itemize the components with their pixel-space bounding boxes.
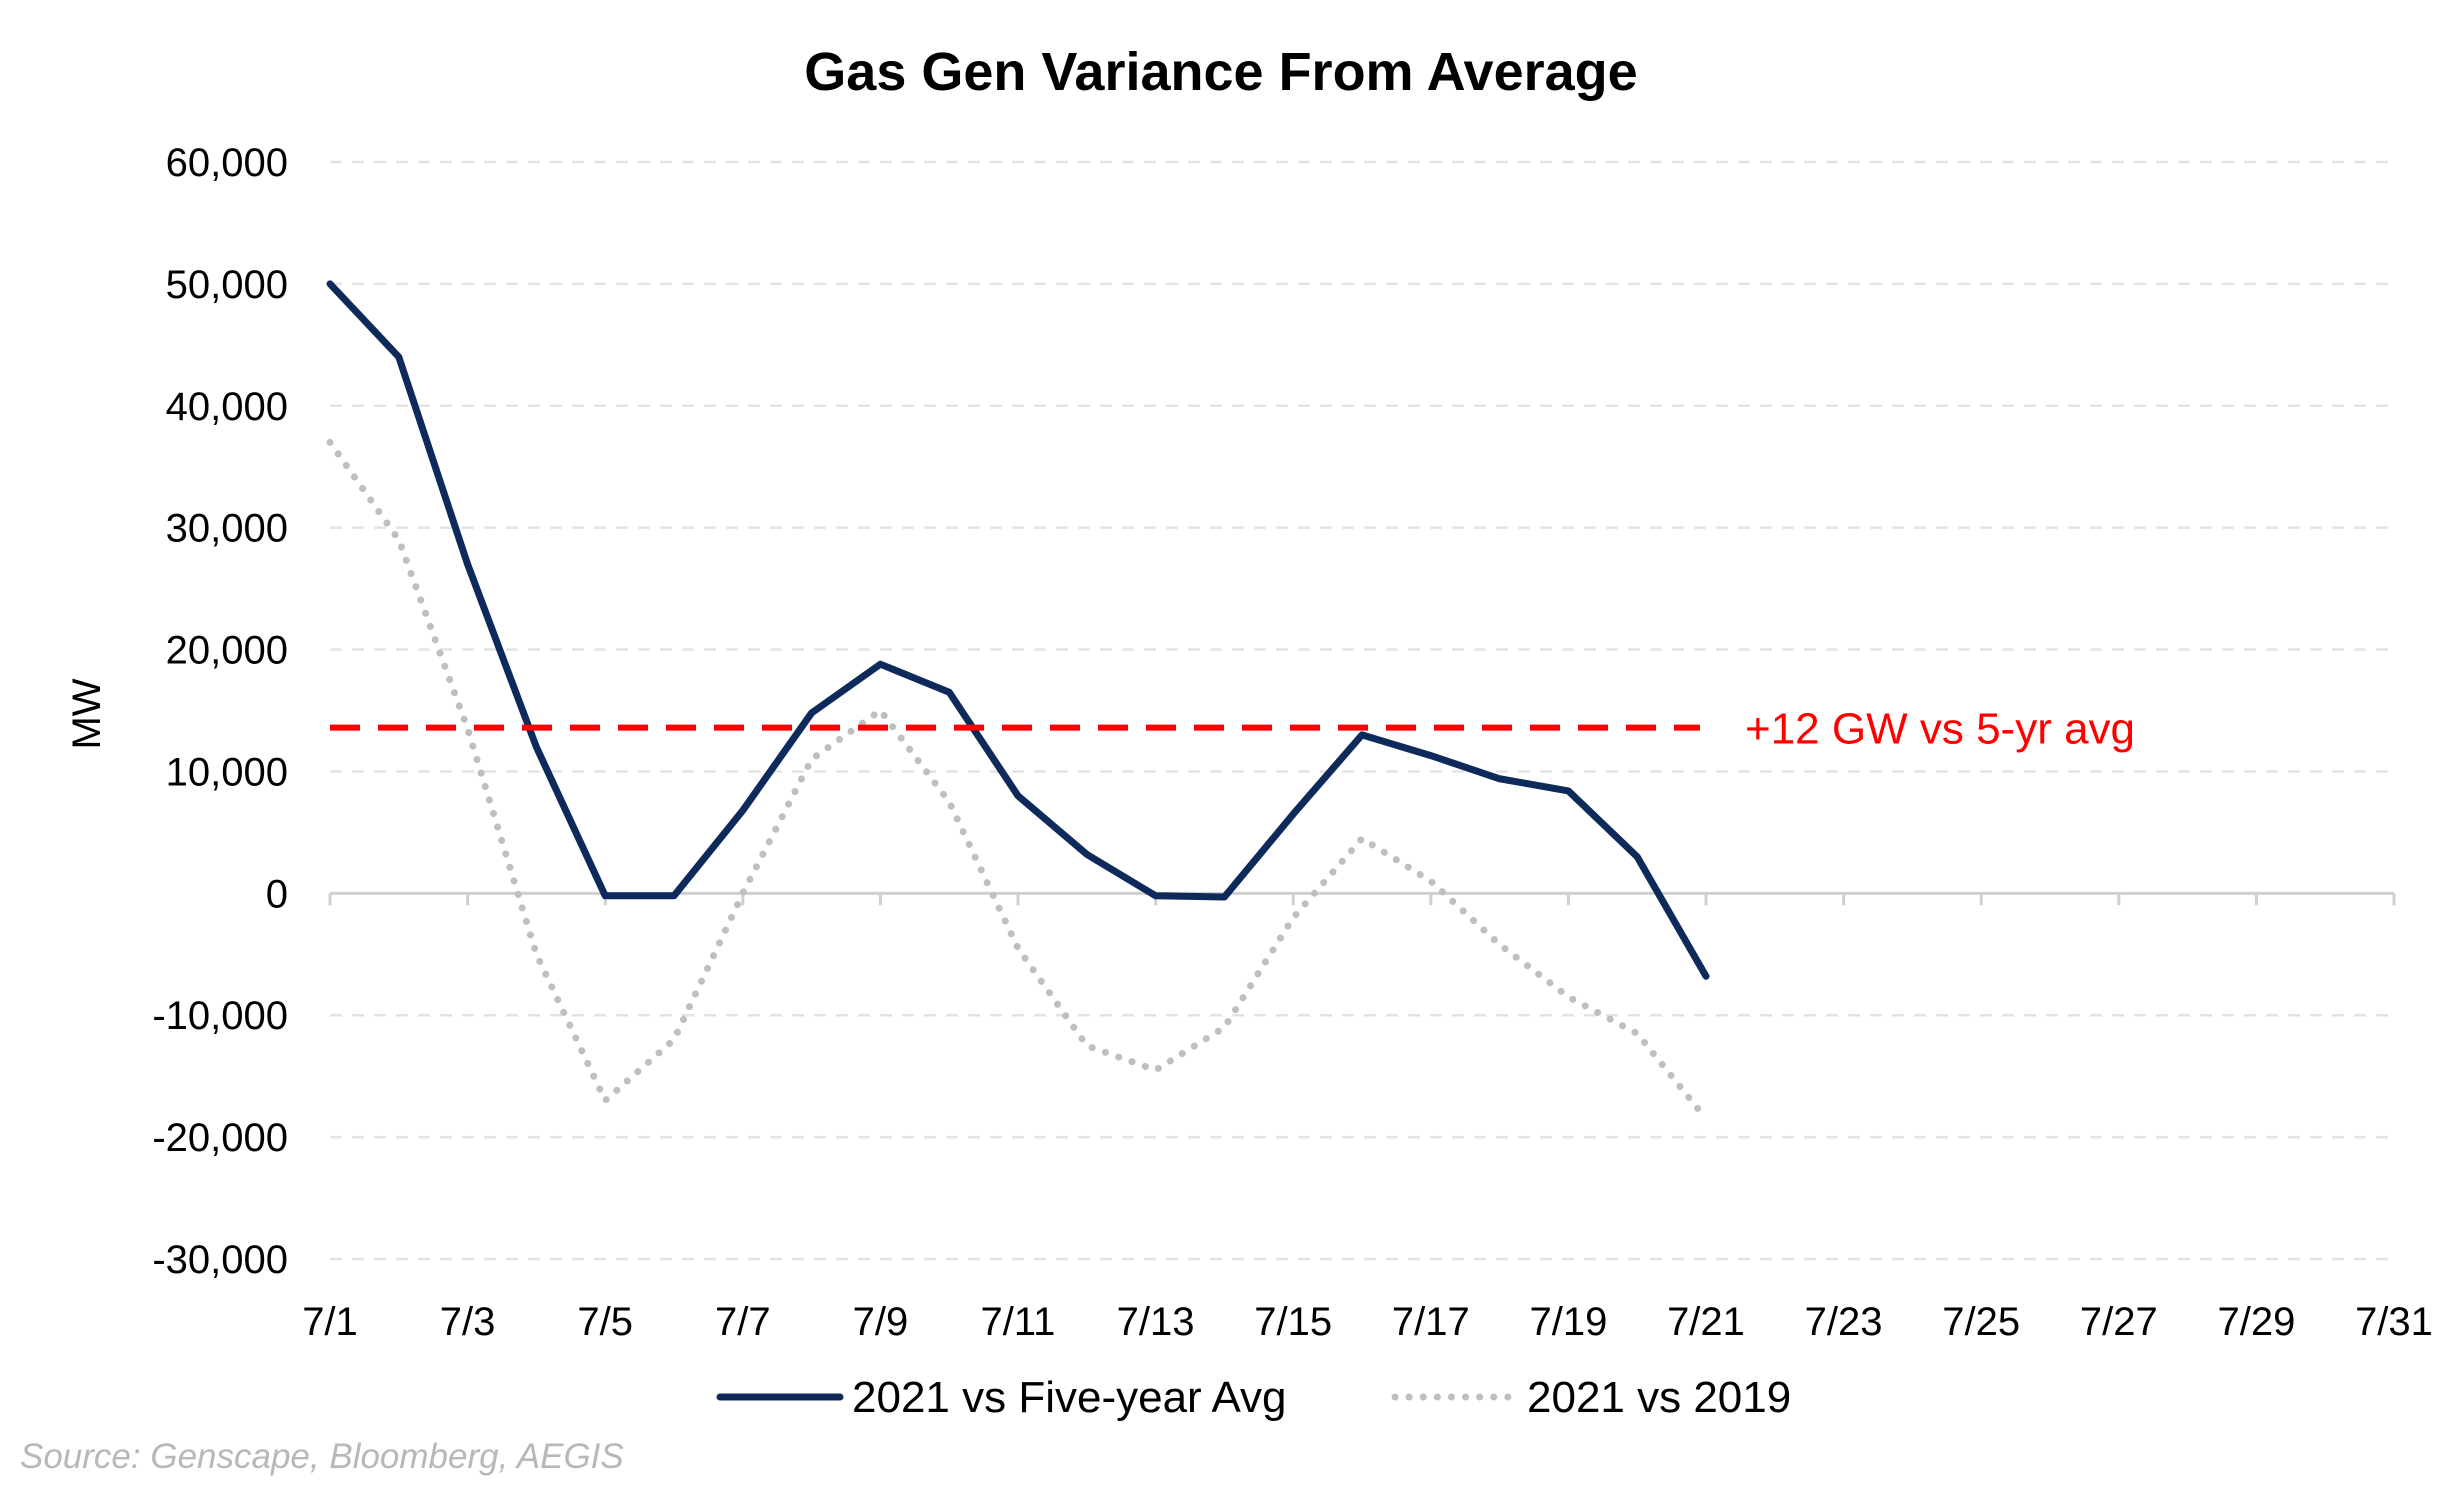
x-tick-label: 7/1 xyxy=(302,1300,358,1344)
source-note: Source: Genscape, Bloomberg, AEGIS xyxy=(20,1437,624,1476)
x-tick-label: 7/21 xyxy=(1667,1300,1745,1344)
chart-title: Gas Gen Variance From Average xyxy=(804,42,1637,102)
y-tick-label: -10,000 xyxy=(152,994,288,1038)
x-tick-label: 7/11 xyxy=(981,1300,1056,1344)
x-tick-label: 7/9 xyxy=(853,1300,909,1344)
reference-line-group: +12 GW vs 5-yr avg xyxy=(330,705,2135,754)
y-axis-ticks: 60,000 50,000 40,000 30,000 20,000 10,000 0 -10… xyxy=(152,141,288,1282)
y-tick-label: 50,000 xyxy=(166,263,288,307)
x-tick-label: 7/27 xyxy=(2080,1300,2158,1344)
legend-label: 2021 vs Five-year Avg xyxy=(852,1373,1287,1422)
y-tick-label: 10,000 xyxy=(166,750,288,794)
legend-item: 2021 vs Five-year Avg xyxy=(720,1373,1287,1422)
legend: 2021 vs Five-year Avg 2021 vs 2019 xyxy=(720,1373,1791,1422)
x-tick-label: 7/19 xyxy=(1529,1300,1607,1344)
x-tick-label: 7/15 xyxy=(1254,1300,1332,1344)
reference-line-label: +12 GW vs 5-yr avg xyxy=(1745,705,2135,754)
y-tick-label: -30,000 xyxy=(152,1238,288,1282)
x-tick-label: 7/23 xyxy=(1805,1300,1883,1344)
x-tick-label: 7/25 xyxy=(1942,1300,2020,1344)
x-tick-label: 7/31 xyxy=(2355,1300,2433,1344)
x-tick-label: 7/29 xyxy=(2217,1300,2295,1344)
x-tick-label: 7/13 xyxy=(1117,1300,1195,1344)
series-1 xyxy=(330,284,1706,976)
y-tick-label: 30,000 xyxy=(166,507,288,551)
x-tick-label: 7/3 xyxy=(440,1300,496,1344)
x-tick-label: 7/7 xyxy=(715,1300,771,1344)
x-tick-label: 7/5 xyxy=(577,1300,633,1344)
y-tick-label: 40,000 xyxy=(166,385,288,429)
y-tick-label: 0 xyxy=(266,872,288,916)
series-line-2021-vs-five-year-avg xyxy=(330,284,1706,976)
series-lines xyxy=(330,284,1706,1119)
y-tick-label: -20,000 xyxy=(152,1116,288,1160)
legend-item: 2021 vs 2019 xyxy=(1395,1373,1791,1422)
legend-label: 2021 vs 2019 xyxy=(1527,1373,1791,1422)
x-axis-ticks: 7/1 7/3 7/5 7/7 7/9 7/11 7/13 7/15 7/17 7/19 7/21 7… xyxy=(302,1300,2433,1344)
y-tick-label: 20,000 xyxy=(166,629,288,673)
y-axis-label: MW xyxy=(65,678,109,749)
x-tick-label: 7/17 xyxy=(1392,1300,1470,1344)
y-tick-label: 60,000 xyxy=(166,141,288,185)
